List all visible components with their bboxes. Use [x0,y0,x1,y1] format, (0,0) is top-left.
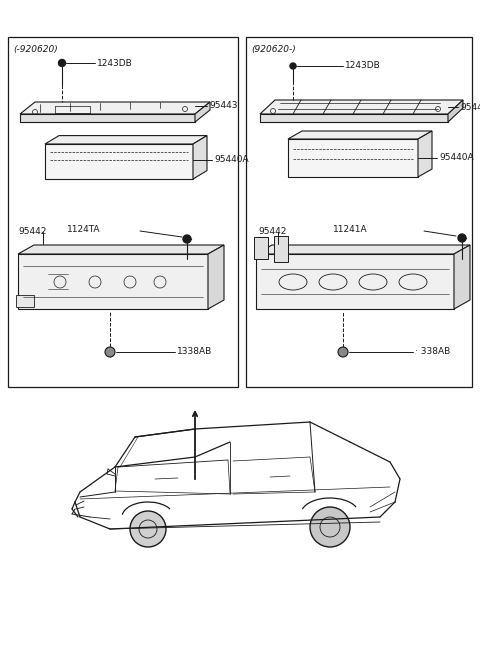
Text: (-920620): (-920620) [13,45,58,54]
Polygon shape [45,135,207,144]
Polygon shape [418,131,432,177]
Text: 95443: 95443 [460,102,480,112]
Polygon shape [288,131,432,139]
Polygon shape [256,254,454,309]
Text: 1124TA: 1124TA [67,225,100,235]
Bar [288,139,418,177]
Text: 95440A: 95440A [214,156,249,164]
Text: 1243DB: 1243DB [345,62,381,70]
Circle shape [310,507,350,547]
Polygon shape [18,254,208,309]
Polygon shape [195,102,210,122]
Text: 95442: 95442 [258,227,287,237]
Bar [254,237,268,259]
Circle shape [59,60,65,66]
Polygon shape [260,114,448,122]
Polygon shape [20,102,210,114]
Circle shape [458,234,466,242]
Bar [45,144,193,179]
Polygon shape [18,245,224,254]
Circle shape [130,511,166,547]
Text: 11241A: 11241A [334,225,368,235]
Circle shape [290,63,296,69]
Bar [16,295,34,307]
Polygon shape [454,245,470,309]
Text: 1243DB: 1243DB [97,58,133,68]
Circle shape [183,235,191,243]
Circle shape [105,347,115,357]
Text: 95440A: 95440A [439,154,474,162]
Polygon shape [193,135,207,179]
Polygon shape [448,100,463,122]
Polygon shape [20,114,195,122]
Polygon shape [256,245,470,254]
Text: (920620-): (920620-) [251,45,296,54]
Text: · 338AB: · 338AB [415,348,450,357]
Polygon shape [260,100,463,114]
Text: 95443: 95443 [209,101,238,110]
Text: 1338AB: 1338AB [177,348,212,357]
Circle shape [338,347,348,357]
Polygon shape [208,245,224,309]
Text: 95442: 95442 [18,227,47,237]
Bar [274,236,288,262]
Bar [8,37,238,387]
Bar [246,37,472,387]
